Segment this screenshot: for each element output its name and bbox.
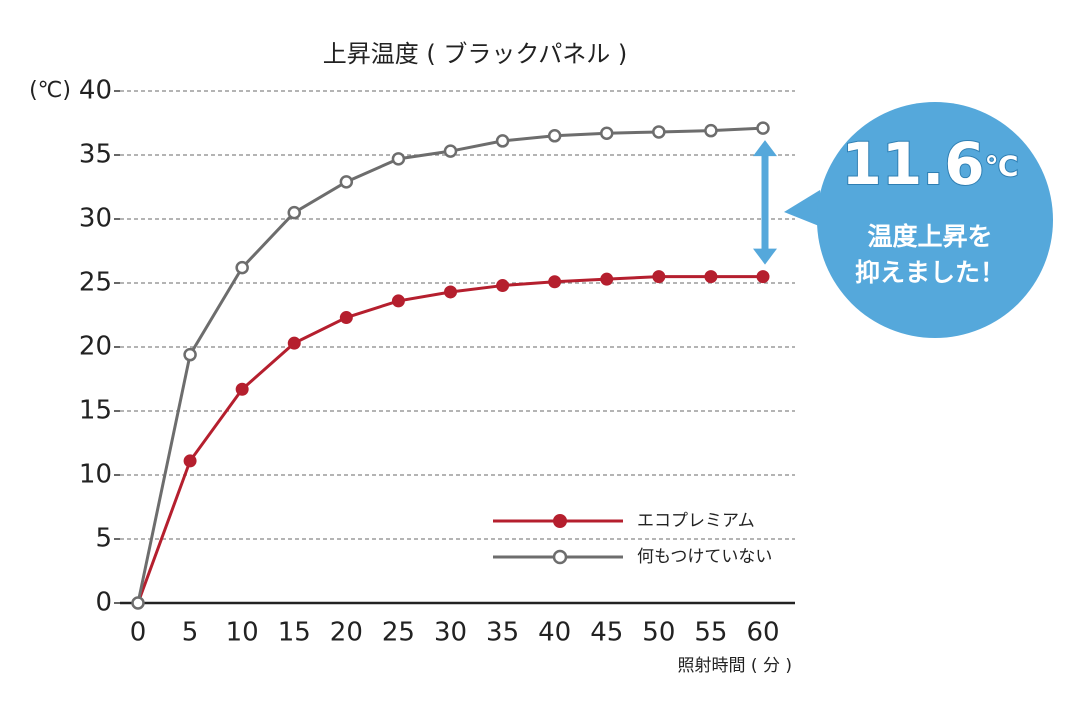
x-tick-label: 60	[746, 618, 779, 648]
point	[756, 270, 770, 284]
point	[600, 272, 614, 286]
arrow-head	[753, 140, 777, 157]
y-tick-label: 25	[79, 268, 112, 298]
x-tick-label: 5	[182, 618, 199, 648]
point	[756, 121, 770, 135]
callout-pointer	[784, 190, 824, 228]
x-tick-label: 40	[538, 618, 571, 648]
point	[339, 311, 353, 325]
callout-text: 温度上昇を	[867, 222, 992, 251]
legend-marker	[553, 514, 567, 528]
point	[287, 205, 301, 220]
y-tick-label: 40	[79, 76, 112, 106]
point	[391, 152, 406, 166]
x-tick-label: 45	[590, 618, 623, 648]
y-tick-label: 10	[79, 460, 112, 490]
x-axis-label: 照射時間 ( 分 )	[678, 656, 792, 676]
point	[391, 294, 405, 308]
point	[652, 125, 666, 139]
y-tick-label: 0	[95, 588, 112, 618]
point	[600, 126, 614, 140]
arrow-head	[753, 248, 777, 265]
point	[652, 270, 666, 284]
legend-label: エコプレミアム	[637, 511, 755, 531]
point	[287, 336, 301, 350]
y-tick-label: 30	[79, 204, 112, 234]
point	[496, 279, 510, 293]
point	[704, 270, 718, 284]
point	[495, 134, 510, 148]
callout-bubble	[817, 102, 1053, 338]
point	[235, 382, 249, 396]
callout-unit: ℃	[985, 150, 1019, 183]
point	[131, 596, 145, 610]
chart-title: 上昇温度 ( ブラックパネル )	[323, 40, 627, 68]
legend-label: 何もつけていない	[637, 547, 772, 567]
callout-text: 抑えました！	[855, 258, 1005, 287]
x-tick-label: 30	[434, 618, 467, 648]
x-tick-label: 50	[642, 618, 675, 648]
legend-item: 何もつけていない	[493, 547, 772, 567]
x-tick-label: 55	[694, 618, 727, 648]
y-tick-label: 15	[79, 396, 112, 426]
x-tick-label: 35	[486, 618, 519, 648]
x-tick-label: 25	[382, 618, 415, 648]
point	[548, 275, 562, 289]
point	[444, 285, 457, 299]
point	[547, 129, 562, 143]
y-tick-label: 35	[79, 140, 112, 170]
legend-item: エコプレミアム	[493, 511, 755, 531]
point	[183, 347, 197, 362]
point	[183, 454, 197, 468]
point	[235, 260, 249, 275]
point	[443, 144, 458, 158]
point	[339, 175, 354, 189]
y-tick-label: 5	[95, 524, 112, 554]
callout-number: 11.6	[841, 130, 984, 198]
x-tick-label: 20	[330, 618, 363, 648]
x-tick-label: 0	[130, 618, 147, 648]
series-line	[136, 126, 764, 604]
y-axis-label: (℃)	[29, 78, 71, 103]
callout-value: 11.6℃	[841, 130, 1018, 198]
y-tick-label: 20	[79, 332, 112, 362]
legend-marker	[552, 549, 568, 565]
x-tick-label: 10	[226, 618, 259, 648]
x-tick-label: 15	[278, 618, 311, 648]
point	[704, 123, 718, 138]
